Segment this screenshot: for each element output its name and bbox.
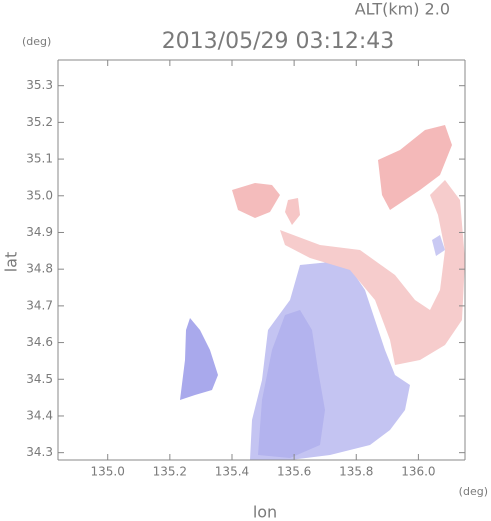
echo-pink-arc bbox=[280, 180, 465, 365]
echo-pink-n2 bbox=[285, 198, 300, 225]
x-axis-label: lon bbox=[253, 503, 277, 521]
x-tick-label: 135.0 bbox=[91, 465, 125, 479]
echo-blue-west bbox=[180, 318, 218, 400]
y-unit: (deg) bbox=[22, 35, 51, 48]
x-tick-label: 135.8 bbox=[339, 465, 373, 479]
echo-pink-ne bbox=[378, 125, 452, 210]
y-tick-label: 34.5 bbox=[26, 372, 53, 386]
y-tick-label: 35.0 bbox=[26, 188, 53, 202]
y-tick-label: 35.3 bbox=[26, 78, 53, 92]
x-tick-label: 136.0 bbox=[401, 465, 435, 479]
y-tick-label: 34.7 bbox=[26, 298, 53, 312]
plot-frame bbox=[57, 59, 466, 461]
x-tick-label: 135.2 bbox=[153, 465, 187, 479]
y-tick-label: 34.8 bbox=[26, 262, 53, 276]
echo-pink-n bbox=[232, 183, 280, 218]
y-tick-label: 35.1 bbox=[26, 152, 53, 166]
echo-blue-spot bbox=[432, 235, 445, 256]
x-unit: (deg) bbox=[459, 485, 488, 498]
y-tick-label: 34.6 bbox=[26, 335, 53, 349]
y-tick-label: 34.4 bbox=[26, 408, 53, 422]
echo-field bbox=[180, 125, 465, 460]
y-tick-label: 34.9 bbox=[26, 225, 53, 239]
y-axis-label: lat bbox=[2, 252, 21, 273]
y-tick-label: 35.2 bbox=[26, 115, 53, 129]
altitude-label: ALT(km) 2.0 bbox=[355, 0, 450, 19]
chart-title: 2013/05/29 03:12:43 bbox=[162, 29, 395, 54]
x-tick-label: 135.6 bbox=[277, 465, 311, 479]
echo-blue-dark bbox=[258, 310, 325, 458]
y-tick-label: 34.3 bbox=[26, 445, 53, 459]
x-tick-label: 135.4 bbox=[215, 465, 249, 479]
